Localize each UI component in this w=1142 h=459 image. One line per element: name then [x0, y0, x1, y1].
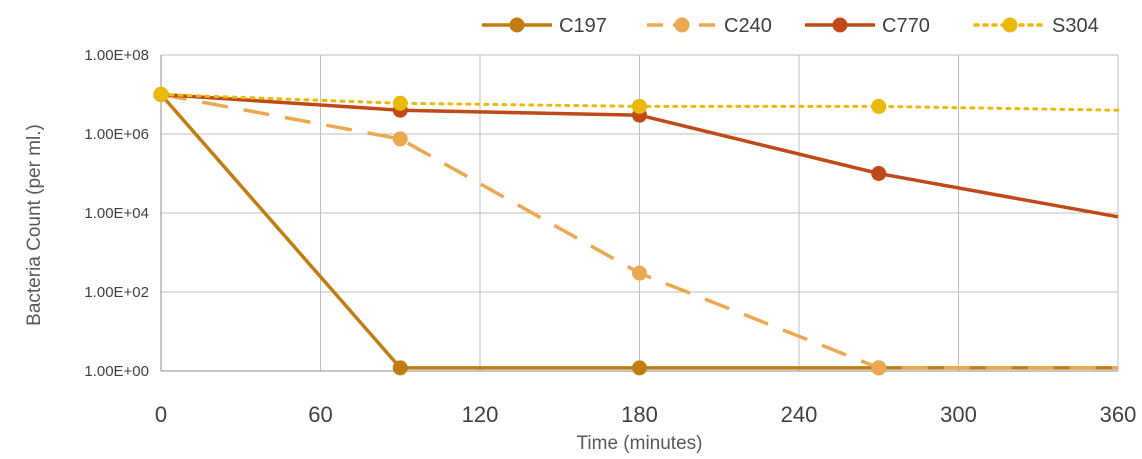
data-point	[871, 360, 887, 376]
legend-label: C770	[882, 15, 930, 37]
y-tick-label: 1.00E+00	[84, 363, 149, 380]
y-tick-label: 1.00E+06	[84, 126, 149, 143]
series-layer	[153, 87, 1120, 376]
legend: C197 C240 C770 S304	[482, 15, 1099, 37]
legend-item-s304: S304	[973, 15, 1099, 37]
gridlines	[160, 54, 1119, 372]
x-tick-label: 240	[781, 402, 818, 427]
series-s304	[153, 87, 1120, 114]
x-tick-label: 300	[940, 402, 977, 427]
data-point	[632, 98, 647, 114]
series-c240	[153, 87, 1118, 376]
axes: 0 60 120 180 240 300 360 1.00E+00 1.00E+02 1.00E+…	[84, 47, 1136, 427]
series-c197	[153, 87, 1118, 376]
data-point	[153, 87, 169, 102]
legend-label: C197	[559, 15, 607, 37]
legend-swatch-marker	[1002, 17, 1018, 33]
x-tick-label: 60	[308, 402, 332, 427]
x-tick-label: 180	[621, 402, 658, 427]
legend-item-c240: C240	[647, 15, 772, 37]
data-point	[392, 131, 408, 147]
data-point	[871, 166, 887, 181]
data-point	[632, 265, 647, 281]
legend-label: S304	[1052, 15, 1099, 37]
legend-item-c770: C770	[805, 15, 930, 37]
x-tick-label: 0	[155, 402, 167, 427]
y-axis-title: Bacteria Count (per ml.)	[24, 124, 45, 326]
x-tick-label: 360	[1100, 402, 1137, 427]
data-point	[871, 98, 887, 114]
y-tick-label: 1.00E+04	[84, 205, 149, 222]
y-tick-label: 1.00E+02	[84, 284, 149, 301]
x-axis-title: Time (minutes)	[577, 433, 703, 454]
legend-swatch-marker	[509, 17, 525, 33]
x-tick-label: 120	[462, 402, 499, 427]
legend-swatch-marker	[674, 17, 690, 33]
legend-label: C240	[724, 15, 772, 37]
data-point	[392, 360, 408, 376]
legend-item-c197: C197	[482, 15, 607, 37]
data-point	[632, 360, 647, 376]
legend-swatch-marker	[832, 17, 848, 33]
data-point	[392, 95, 408, 111]
y-tick-label: 1.00E+08	[84, 47, 149, 64]
